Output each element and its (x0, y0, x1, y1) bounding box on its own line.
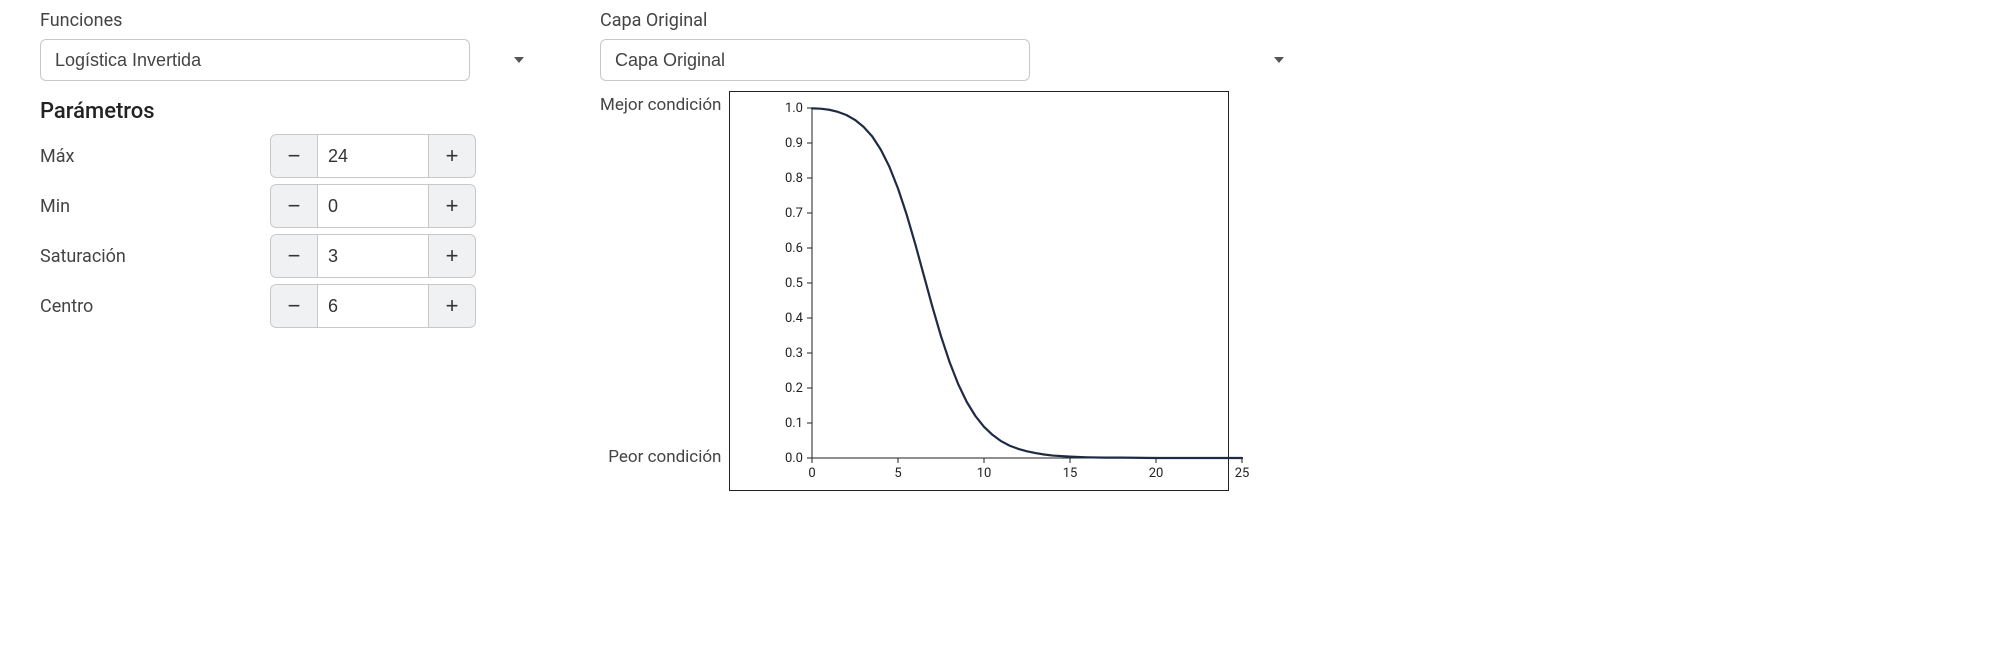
curve-line (812, 108, 1242, 458)
y-tick-label: 0.3 (785, 346, 803, 361)
funciones-select[interactable]: Logística Invertida (40, 39, 470, 81)
stepper-input[interactable] (318, 284, 428, 328)
capa-label: Capa Original (600, 10, 1300, 31)
param-row: Saturación−+ (40, 234, 540, 278)
capa-select[interactable]: Capa Original (600, 39, 1030, 81)
x-tick-label: 0 (809, 466, 816, 480)
parameters-panel: Funciones Logística Invertida Parámetros… (40, 10, 540, 334)
line-chart: 0.0 0.1 0.2 0.3 0.4 0.5 0.6 0.7 0.8 0.9 1.0 0 5 10 15 2… (776, 102, 1250, 480)
param-label: Centro (40, 296, 270, 317)
y-tick-label: 0.1 (785, 416, 803, 431)
chart-y-axis-titles: Mejor condición Peor condición (600, 91, 729, 495)
x-tick-label: 15 (1063, 466, 1078, 480)
stepper: −+ (270, 234, 476, 278)
stepper-decrement-button[interactable]: − (270, 284, 318, 328)
stepper-increment-button[interactable]: + (428, 284, 476, 328)
y-tick-label: 0.0 (785, 451, 803, 466)
y-label-top: Mejor condición (600, 95, 721, 115)
y-tick-label: 1.0 (785, 102, 803, 116)
param-label: Min (40, 196, 270, 217)
stepper-decrement-button[interactable]: − (270, 234, 318, 278)
y-tick-label: 0.4 (785, 311, 804, 326)
stepper-input[interactable] (318, 184, 428, 228)
parametros-heading: Parámetros (40, 99, 540, 124)
param-row: Máx−+ (40, 134, 540, 178)
stepper-increment-button[interactable]: + (428, 184, 476, 228)
x-tick-label: 25 (1235, 466, 1250, 480)
y-tick-label: 0.7 (785, 206, 803, 221)
y-tick-label: 0.8 (785, 171, 803, 186)
x-tick-label: 5 (895, 466, 902, 480)
x-tick-label: 20 (1149, 466, 1164, 480)
stepper: −+ (270, 284, 476, 328)
stepper-decrement-button[interactable]: − (270, 184, 318, 228)
stepper-decrement-button[interactable]: − (270, 134, 318, 178)
stepper-increment-button[interactable]: + (428, 134, 476, 178)
x-tick-label: 10 (977, 466, 992, 480)
param-row: Min−+ (40, 184, 540, 228)
y-tick-label: 0.2 (785, 381, 803, 396)
y-tick-label: 0.5 (785, 276, 803, 291)
param-label: Máx (40, 146, 270, 167)
param-row: Centro−+ (40, 284, 540, 328)
stepper: −+ (270, 184, 476, 228)
chart-panel: Capa Original Capa Original Mejor condic… (600, 10, 1300, 495)
y-tick-label: 0.6 (785, 241, 803, 256)
y-label-bottom: Peor condición (608, 447, 721, 467)
chart-box: 0.0 0.1 0.2 0.3 0.4 0.5 0.6 0.7 0.8 0.9 1.0 0 5 10 15 2… (729, 91, 1229, 491)
y-tick-label: 0.9 (785, 136, 803, 151)
stepper: −+ (270, 134, 476, 178)
funciones-label: Funciones (40, 10, 540, 31)
stepper-increment-button[interactable]: + (428, 234, 476, 278)
stepper-input[interactable] (318, 234, 428, 278)
stepper-input[interactable] (318, 134, 428, 178)
param-label: Saturación (40, 246, 270, 267)
